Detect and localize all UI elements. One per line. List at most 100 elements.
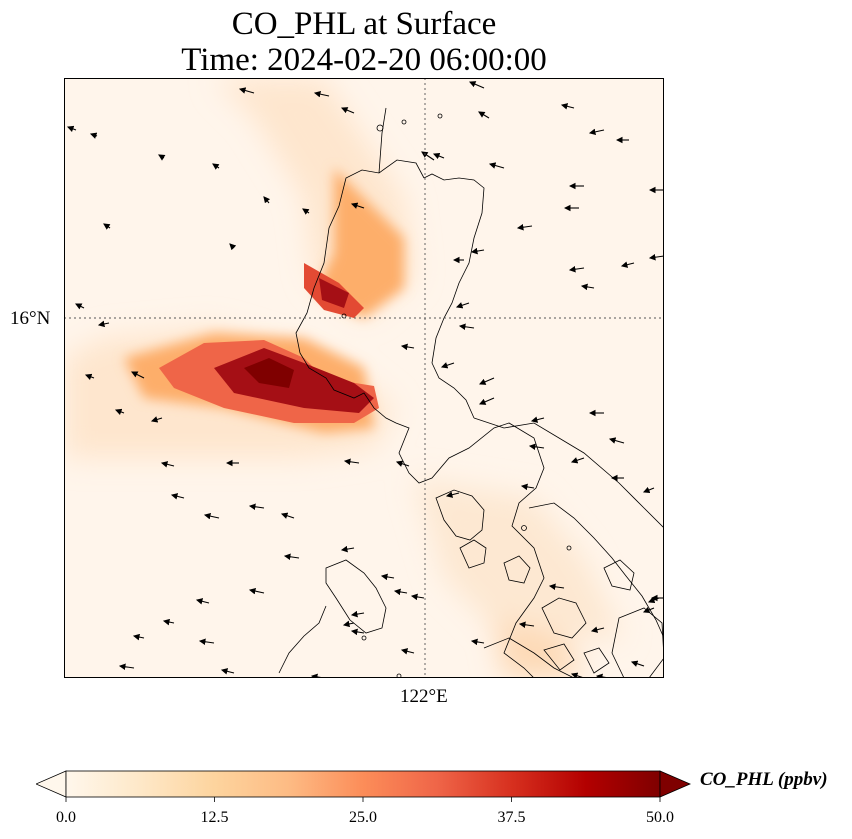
wind-arrow [588, 128, 605, 136]
luzon-north-coast [378, 107, 387, 174]
plot-title-line-1: CO_PHL at Surface [231, 6, 497, 42]
wind-arrow [160, 461, 175, 468]
coast-islet [566, 545, 572, 551]
wind-arrow [103, 223, 111, 230]
bicol-coast [528, 502, 664, 639]
wind-arrow [162, 618, 175, 626]
coastlines [278, 107, 664, 678]
wind-arrow [642, 606, 655, 614]
luzon-west-coast [295, 159, 545, 678]
plot-title-line-2: Time: 2024-02-20 06:00:00 [181, 42, 547, 78]
wind-arrow [400, 648, 415, 655]
coast-islet [396, 673, 402, 678]
wind-arrow [97, 320, 110, 328]
wind-arrow [648, 253, 664, 261]
wind-arrow [630, 660, 645, 667]
wind-arrow [114, 408, 125, 416]
wind-arrow [421, 151, 435, 161]
wind-arrow [313, 90, 330, 98]
wind-arrow [393, 588, 408, 596]
wind-arrow [220, 668, 235, 675]
wind-arrow [518, 621, 535, 629]
wind-arrow [568, 265, 585, 273]
wind-arrow [590, 626, 605, 633]
wind-arrow [350, 628, 365, 636]
mindoro-north [435, 489, 485, 541]
wind-arrow [238, 87, 255, 94]
wind-arrow [283, 553, 300, 561]
wind-arrow [118, 663, 135, 671]
wind-arrow [380, 573, 395, 581]
wind-arrow [75, 303, 85, 310]
wind-arrow [132, 633, 145, 641]
colorbar-max-extension [659, 770, 692, 798]
wind-arrow [608, 437, 625, 444]
wind-arrow [170, 493, 185, 500]
ticao-island [583, 647, 610, 674]
wind-arrow [410, 593, 425, 601]
wind-arrow [470, 638, 485, 646]
wind-arrow [478, 397, 495, 405]
wind-arrow [212, 163, 220, 170]
wind-arrow [248, 587, 265, 595]
wind-arrow [158, 154, 166, 161]
wind-arrow [131, 371, 145, 379]
babuyan-island [401, 119, 407, 125]
map-panel [64, 78, 664, 678]
wind-arrow [580, 283, 595, 291]
colorbar-gradient [65, 770, 661, 798]
masbate-island [541, 597, 587, 639]
plume-north-core [319, 278, 349, 308]
wind-arrow [150, 416, 163, 423]
luzon-east-coast [423, 173, 485, 419]
wind-arrow [350, 202, 365, 209]
wind-arrow [84, 373, 95, 381]
wind-arrow [263, 196, 271, 204]
wind-arrow [66, 125, 77, 133]
wind-arrow [432, 152, 445, 160]
gridlines [64, 78, 664, 678]
wind-arrow [89, 132, 98, 139]
wind-arrow [470, 247, 485, 255]
colorbar-tick-label: 12.5 [200, 809, 229, 826]
palawan-north-coast [278, 605, 327, 674]
wind-arrow [478, 111, 490, 119]
plume-north-middle [314, 168, 404, 318]
wind-arrow [343, 458, 360, 466]
luzon-southeast-coast [473, 417, 664, 529]
wind-arrow [340, 545, 355, 553]
wind-arrow [468, 81, 485, 89]
wind-vectors [66, 81, 664, 678]
samar-north [603, 559, 635, 591]
wind-arrow [440, 362, 455, 369]
wind-arrow [488, 162, 505, 169]
wind-arrow [342, 620, 355, 628]
colorbar-tick-label: 50.0 [646, 809, 674, 826]
mindoro-island [325, 559, 387, 634]
latitude-tick-label: 16°N [10, 308, 51, 329]
wind-arrow [642, 486, 655, 494]
wind-arrow [528, 443, 545, 451]
wind-arrow [445, 491, 460, 498]
wind-arrow [280, 512, 295, 519]
wind-arrow [516, 223, 533, 231]
sibuyan-island [543, 643, 575, 671]
concentration-field [64, 78, 624, 678]
wind-arrow [248, 503, 265, 511]
colorbar-ticks [65, 797, 661, 802]
colorbar-tick-label: 0.0 [56, 809, 76, 826]
wind-arrow [478, 377, 495, 385]
wind-arrow [350, 610, 365, 618]
plume-south-outer [414, 478, 624, 638]
wind-arrow [530, 416, 545, 423]
longitude-tick-label: 122°E [400, 686, 448, 707]
wind-arrow [400, 343, 415, 351]
calayan-island [376, 124, 384, 132]
colorbar [36, 770, 692, 802]
wind-arrow [458, 323, 475, 331]
colorbar-tick-label: 37.5 [497, 809, 526, 826]
burias-island [503, 555, 531, 584]
marinduque-island [459, 539, 487, 569]
wind-arrow [198, 638, 215, 646]
wind-arrow [548, 583, 565, 591]
